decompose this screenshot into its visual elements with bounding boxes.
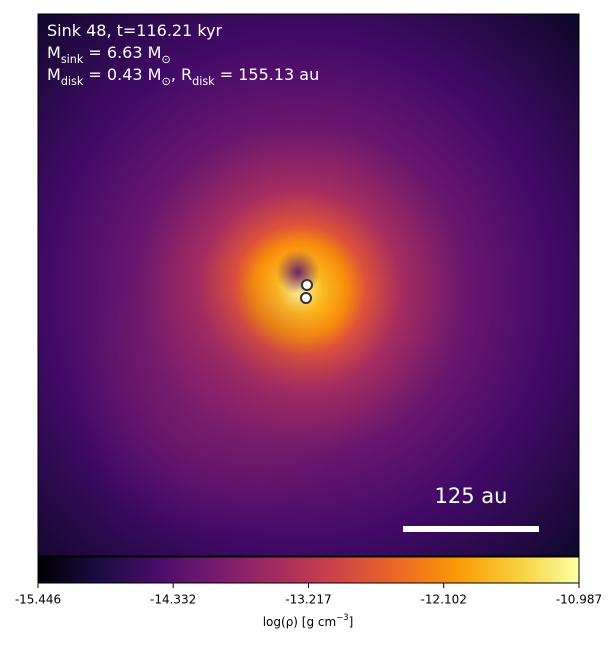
tick-label: -14.332 (150, 593, 196, 607)
colorbar (37, 556, 580, 584)
text-segment: Sink 48, t=116.21 kyr (47, 21, 223, 40)
sink-marker (300, 292, 312, 304)
tick-label: -13.217 (285, 593, 331, 607)
tick-label: -12.102 (421, 593, 467, 607)
colorbar-axis: -15.446 -14.332 -13.217 -12.102 -10.987 log(ρ… (15, 583, 602, 629)
text-segment: M (47, 43, 61, 62)
subscript: ⊙ (161, 53, 170, 66)
text-segment: log(ρ) [g cm (263, 615, 337, 629)
text-segment: ] (349, 615, 354, 629)
text-segment: = 0.43 M (83, 65, 161, 84)
annotation-line: Msink = 6.63 M⊙ (47, 43, 171, 66)
text-segment: M (47, 65, 61, 84)
sink-marker (301, 279, 313, 291)
scale-bar-label: 125 au (435, 484, 508, 508)
tick-label: -15.446 (15, 593, 61, 607)
colorbar-label: log(ρ) [g cm−3] (263, 612, 354, 629)
subscript: disk (192, 75, 215, 88)
text-segment: = 155.13 au (215, 65, 320, 84)
scale-bar (403, 526, 539, 532)
text-segment: = 6.63 M (83, 43, 161, 62)
subscript: disk (61, 75, 84, 88)
annotation-line: Mdisk = 0.43 M⊙, Rdisk = 155.13 au (47, 65, 319, 88)
annotation-line: Sink 48, t=116.21 kyr (47, 21, 223, 40)
tick-label: -10.987 (556, 593, 602, 607)
image-frame (37, 13, 580, 557)
text-segment: , R (171, 65, 192, 84)
subscript: ⊙ (161, 75, 170, 88)
subscript: sink (61, 53, 84, 66)
superscript: −3 (336, 612, 348, 622)
